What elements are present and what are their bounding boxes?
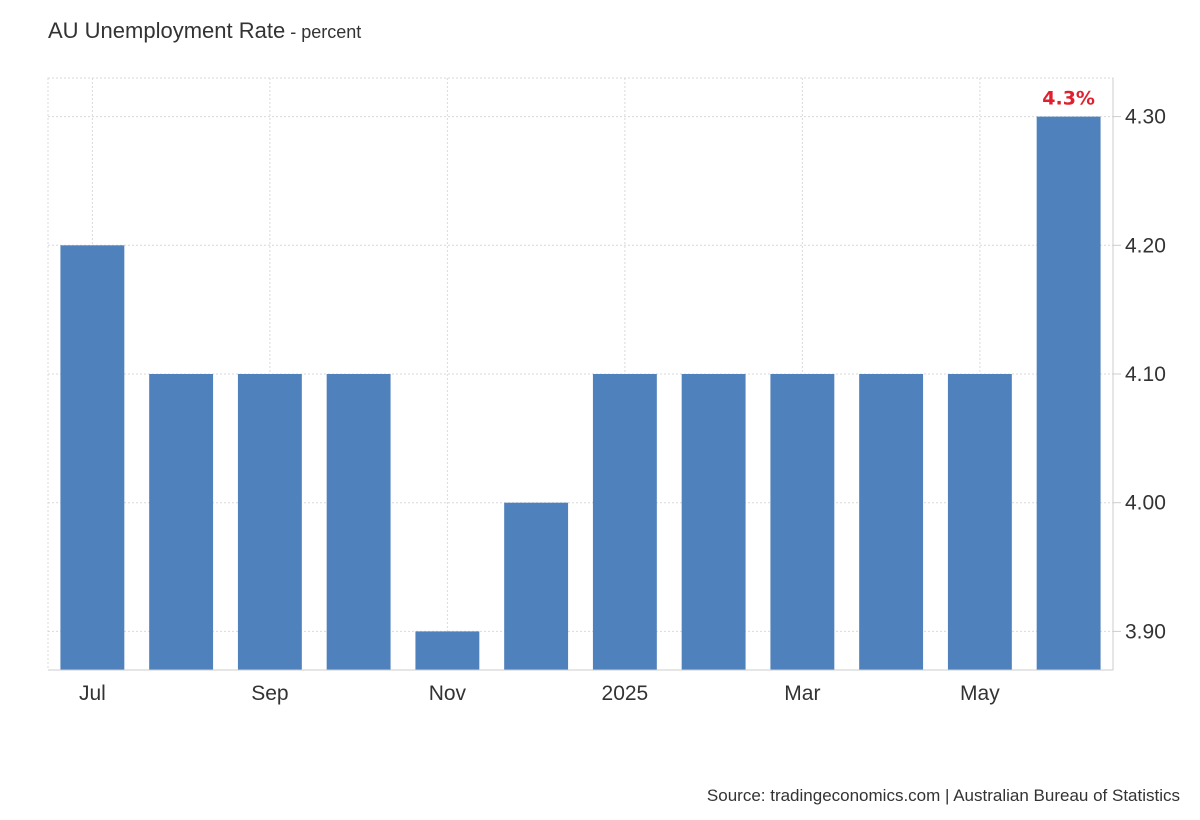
- x-tick-label: Nov: [429, 682, 467, 705]
- source-text: Source: tradingeconomics.com | Australia…: [706, 786, 1180, 805]
- bar-aug: [149, 374, 214, 670]
- bar-oct: [326, 374, 391, 670]
- x-tick-label: May: [960, 682, 1000, 705]
- axes: [48, 78, 1121, 671]
- bar-dec: [504, 502, 569, 670]
- x-tick-label: Mar: [784, 682, 820, 705]
- bar-jul: [60, 245, 125, 670]
- x-tick-label: Jul: [79, 682, 106, 705]
- y-tick-label: 4.10: [1125, 363, 1166, 386]
- bar-mar: [770, 374, 835, 670]
- bar-apr: [859, 374, 924, 670]
- last-value-label: 4.3%: [1042, 88, 1095, 110]
- bar-feb: [681, 374, 746, 670]
- bar-2025: [592, 374, 657, 670]
- y-tick-label: 4.00: [1125, 492, 1166, 515]
- bar-sep: [237, 374, 302, 670]
- y-tick-label: 4.20: [1125, 234, 1166, 257]
- x-tick-label: Sep: [251, 682, 288, 705]
- x-tick-label: 2025: [602, 682, 649, 705]
- bar-nov: [415, 631, 480, 670]
- y-tick-label: 4.30: [1125, 106, 1166, 129]
- bar-jun: [1036, 116, 1101, 670]
- labels: 3.90 4.00 4.10 4.20 4.30 Jul Sep Nov 2025 Mar May 4…: [79, 88, 1166, 705]
- chart-subtitle: percent: [301, 22, 362, 42]
- bars: [60, 116, 1101, 670]
- chart-title: AU Unemployment Rate - percent: [48, 18, 361, 44]
- chart-title-separator: -: [285, 22, 302, 42]
- bar-may: [947, 374, 1012, 670]
- chart-title-text: AU Unemployment Rate: [48, 18, 286, 43]
- y-tick-label: 3.90: [1125, 620, 1166, 643]
